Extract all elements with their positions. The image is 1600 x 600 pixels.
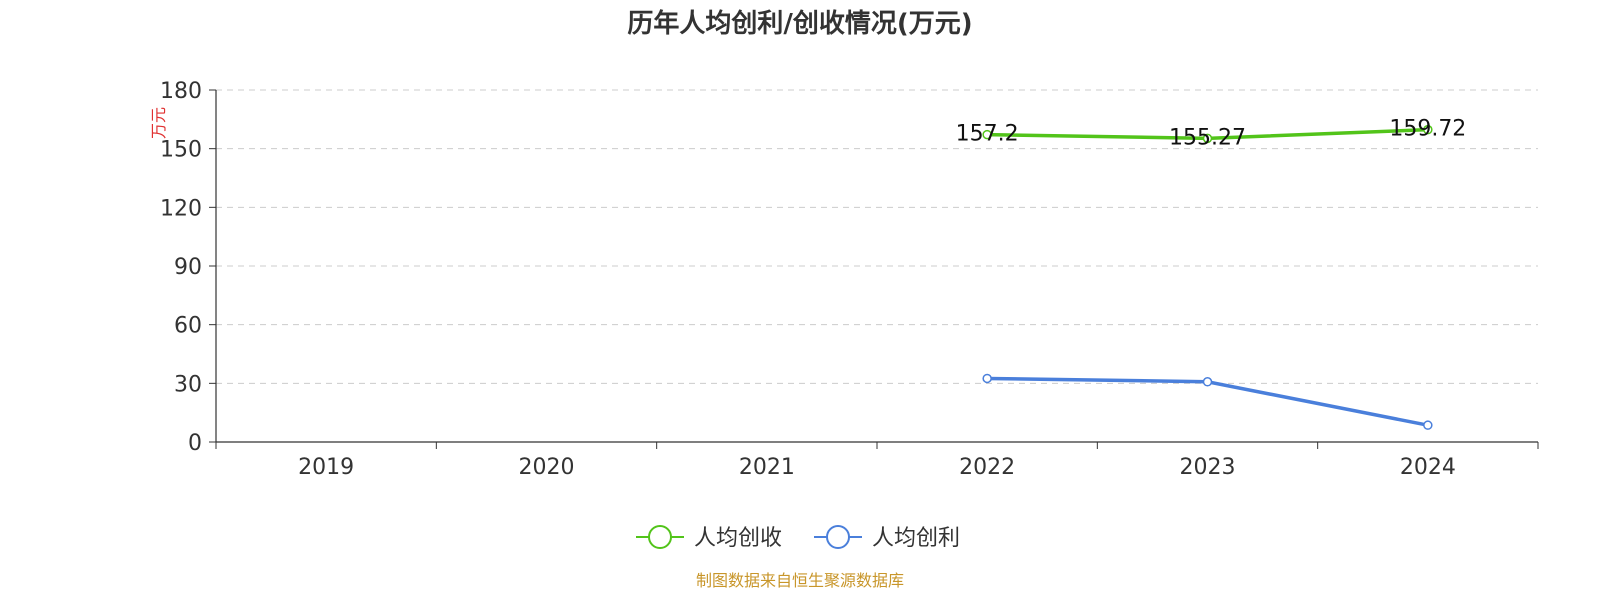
grid-layer: [216, 89, 1538, 384]
y-tick-label: 180: [160, 79, 202, 104]
legend-marker: [826, 525, 850, 549]
y-tick-label: 120: [160, 196, 202, 221]
data-label: 157.2: [956, 122, 1019, 147]
series-0: 157.2 155.27 159.72: [956, 117, 1467, 151]
x-tick-label: 2021: [739, 455, 795, 480]
data-point: [1202, 377, 1213, 387]
y-tick-label: 0: [188, 431, 202, 456]
legend-item: 人均创利: [814, 525, 960, 551]
data-label: 155.27: [1169, 125, 1246, 150]
legend-label: 人均创利: [872, 526, 960, 551]
series-1: [982, 373, 1433, 430]
legend: 人均创收 人均创利: [636, 525, 960, 551]
data-label: 159.72: [1389, 117, 1466, 142]
data-point: [982, 373, 992, 384]
y-tick-label: 30: [174, 372, 202, 397]
legend-marker: [648, 525, 672, 549]
chart-title: 历年人均创利/创收情况(万元): [627, 8, 972, 39]
x-tick-label: 2022: [959, 455, 1015, 480]
x-tick-label: 2019: [298, 455, 354, 480]
data-point: [1423, 124, 1433, 135]
x-tick-label: 2020: [519, 455, 575, 480]
y-tick-label: 90: [174, 255, 202, 280]
source-note: 制图数据来自恒生聚源数据库: [696, 571, 904, 590]
y-tick-label: 150: [160, 138, 202, 163]
y-tick-label: 60: [174, 314, 202, 339]
y-axis-unit: 万元: [149, 107, 168, 139]
data-point: [1202, 133, 1213, 144]
data-point: [1423, 420, 1433, 430]
x-tick-label: 2023: [1180, 455, 1236, 480]
data-point: [982, 129, 992, 140]
legend-item: 人均创收: [636, 525, 782, 551]
x-tick-label: 2024: [1400, 455, 1456, 480]
series-layer: 157.2 155.27 159.72: [956, 117, 1467, 430]
axis-layer: 0 30 60 90 120 150 180 2019 2020 2021 2022 2023 2024: [160, 79, 1539, 480]
legend-label: 人均创收: [694, 526, 782, 551]
